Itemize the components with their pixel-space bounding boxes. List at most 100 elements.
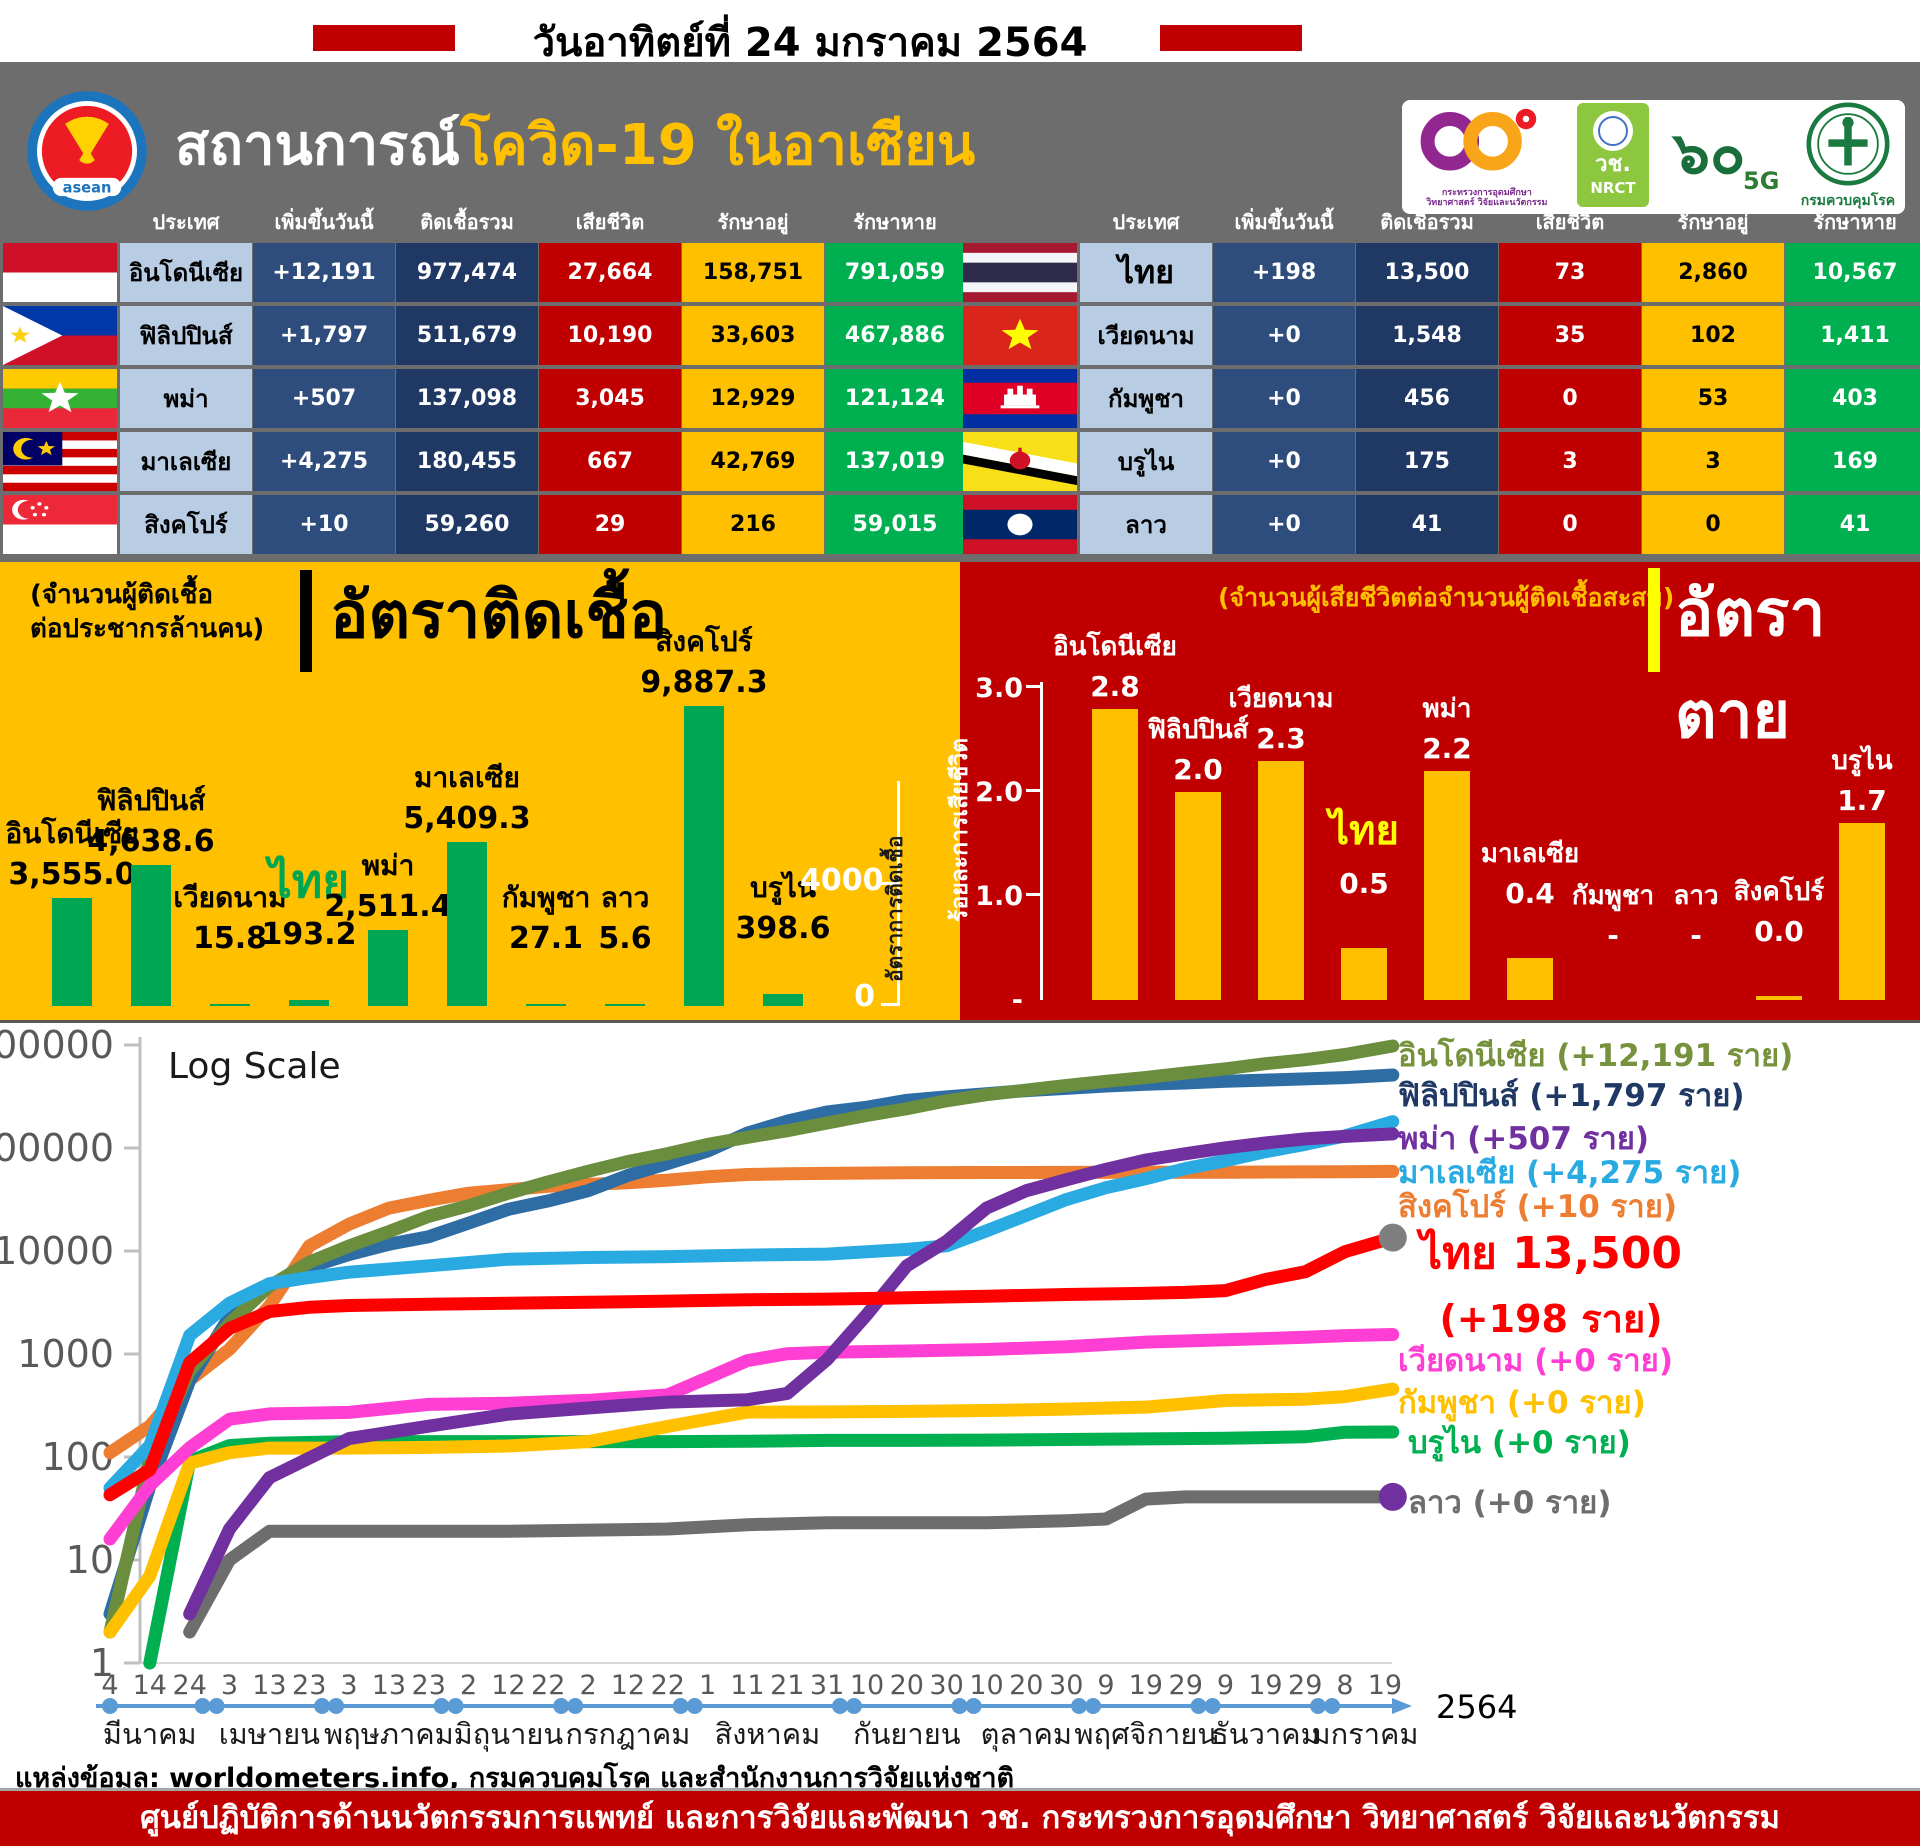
deaths-cell: 35: [1499, 306, 1641, 365]
month-label: ธันวาคม: [1211, 1717, 1320, 1751]
country-flag: [1, 369, 119, 428]
column-header: เพิ่มขึ้นวันนี้: [1234, 210, 1334, 234]
recovered-cell: 791,059: [825, 243, 965, 302]
death-bar-2: [1175, 792, 1221, 1000]
infection-bar-8: [605, 1004, 645, 1006]
cumulative-cases-log-chart: 1000000 100000 10000 1000 100 10 1 Log Scale 4 14…: [0, 1023, 1517, 1752]
month-boundary-dot: [965, 1698, 982, 1714]
svg-text:asean: asean: [63, 179, 112, 196]
infection-bar-label: เวียดนาม: [173, 881, 287, 914]
month-boundary-dot: [1071, 1698, 1088, 1714]
x-tick-label: 2: [580, 1670, 597, 1701]
new-cases-cell: +0: [1213, 432, 1355, 491]
column-header: รักษาหาย: [853, 210, 937, 234]
infection-title-divider: [300, 570, 312, 672]
death-rate-title: อัตราตาย: [1675, 577, 1826, 753]
infection-bar-label: บรูไน: [749, 871, 817, 904]
infection-axis-rotated-label: อัตราการติดเชื้อ: [883, 835, 907, 982]
deaths-cell: 3,045: [539, 369, 681, 428]
country-flag: [1, 306, 119, 365]
infection-bar-6: [447, 842, 487, 1006]
death-bar-5: [1424, 771, 1470, 1000]
series-line: [103, 1231, 1400, 1502]
month-boundary-dot: [447, 1698, 464, 1714]
death-bar-value: -: [1607, 919, 1619, 952]
x-tick-label: 31: [810, 1670, 844, 1701]
x-tick-label: 12: [611, 1670, 645, 1701]
infection-bar-value: 27.1: [508, 921, 584, 956]
series-line: [103, 1328, 1400, 1546]
country-name: ฟิลิปปินส์: [120, 306, 252, 365]
column-header-spacer: [961, 205, 1079, 239]
series-line: [103, 1382, 1400, 1639]
flag-vietnam: [963, 306, 1077, 365]
nrct-logo-icon: วช. NRCT: [1577, 103, 1650, 207]
axis-tick-4000: [881, 882, 898, 885]
country-flag: [1, 432, 119, 491]
death-bar-9: [1756, 996, 1802, 1000]
logo-nrct: วช. NRCT: [1577, 103, 1650, 211]
total-cases-cell: 41: [1356, 495, 1498, 554]
deaths-cell: 10,190: [539, 306, 681, 365]
infection-bar-4: [289, 1000, 329, 1006]
column-header: ติดเชื้อรวม: [1380, 210, 1474, 234]
country-flag: [961, 306, 1079, 365]
column-header: เสียชีวิต: [575, 210, 645, 234]
recovered-cell: 121,124: [825, 369, 965, 428]
deaths-cell: 0: [1499, 369, 1641, 428]
covid-table-left: ประเทศ เพิ่มขึ้นวันนี้ ติดเชื้อรวม เสียชีวิ…: [1, 205, 965, 554]
top-bar: วันอาทิตย์ที่ 24 มกราคม 2564: [0, 0, 1920, 66]
country-name: บรูไน: [1080, 432, 1212, 491]
x-tick-label: 12: [491, 1670, 525, 1701]
infection-bar-value: 9,887.3: [640, 665, 768, 700]
active-cell: 3: [1642, 432, 1784, 491]
death-bar-label: สิงคโปร์: [1733, 877, 1825, 907]
x-tick-label: 22: [531, 1670, 565, 1701]
new-cases-cell: +4,275: [253, 432, 395, 491]
y-tick-label: 10: [66, 1538, 114, 1582]
mhesi-caption: กระทรวงการอุดมศึกษา วิทยาศาสตร์ วิจัยและน…: [1426, 188, 1548, 208]
death-bar-value: 0.5: [1339, 867, 1389, 900]
logo-mhesi: กระทรวงการอุดมศึกษา วิทยาศาสตร์ วิจัยและน…: [1412, 106, 1562, 208]
death-bar-label: บรูไน: [1831, 746, 1893, 776]
recovered-cell: 41: [1785, 495, 1920, 554]
country-flag: [1, 495, 119, 554]
infection-bar-1: [52, 898, 92, 1006]
month-label: พฤษภาคม: [324, 1717, 454, 1751]
infection-axis-zero-label: 0: [854, 979, 875, 1014]
column-header: ประเทศ: [152, 210, 220, 234]
month-boundary-dot: [1190, 1698, 1207, 1714]
legend-entry: พม่า (+507 ราย): [1398, 1121, 1650, 1157]
death-axis-label: -: [1011, 985, 1023, 1016]
deaths-cell: 667: [539, 432, 681, 491]
column-header: ติดเชื้อรวม: [420, 210, 514, 234]
country-flag: [961, 432, 1079, 491]
infection-bar-value: 2,511.4: [324, 889, 452, 924]
month-boundary-dot: [1085, 1698, 1102, 1714]
infection-bar-9: [684, 706, 724, 1006]
panel-divider-line: [0, 1020, 1920, 1023]
legend-entry: สิงคโปร์ (+10 ราย): [1398, 1189, 1678, 1225]
x-tick-label: 29: [1288, 1670, 1322, 1701]
recovered-cell: 169: [1785, 432, 1920, 491]
x-tick-label: 21: [770, 1670, 804, 1701]
infection-bar-value: 398.6: [735, 911, 831, 946]
death-axis-label: 2.0: [975, 777, 1023, 808]
death-bar-6: [1507, 958, 1553, 1000]
month-boundary-dot: [1310, 1698, 1327, 1714]
x-tick-label: 9: [1097, 1670, 1114, 1701]
country-name: กัมพูชา: [1080, 369, 1212, 428]
country-name: มาเลเซีย: [120, 432, 252, 491]
x-tick-label: 20: [1009, 1670, 1043, 1701]
page-title-prefix: สถานการณ์: [175, 113, 461, 178]
x-tick-label: 3: [340, 1670, 357, 1701]
svg-text:๖๐: ๖๐: [1671, 119, 1745, 187]
column-header: รักษาอยู่: [717, 210, 789, 234]
new-cases-cell: +12,191: [253, 243, 395, 302]
death-bar-label: มาเลเซีย: [1480, 839, 1580, 869]
infection-axis-max-label: 4000: [800, 863, 884, 898]
column-header: ประเทศ: [1112, 210, 1180, 234]
death-bar-label: กัมพูชา: [1571, 881, 1655, 911]
death-axis-label: 1.0: [975, 881, 1023, 912]
y-tick-label: 1000: [17, 1332, 114, 1376]
